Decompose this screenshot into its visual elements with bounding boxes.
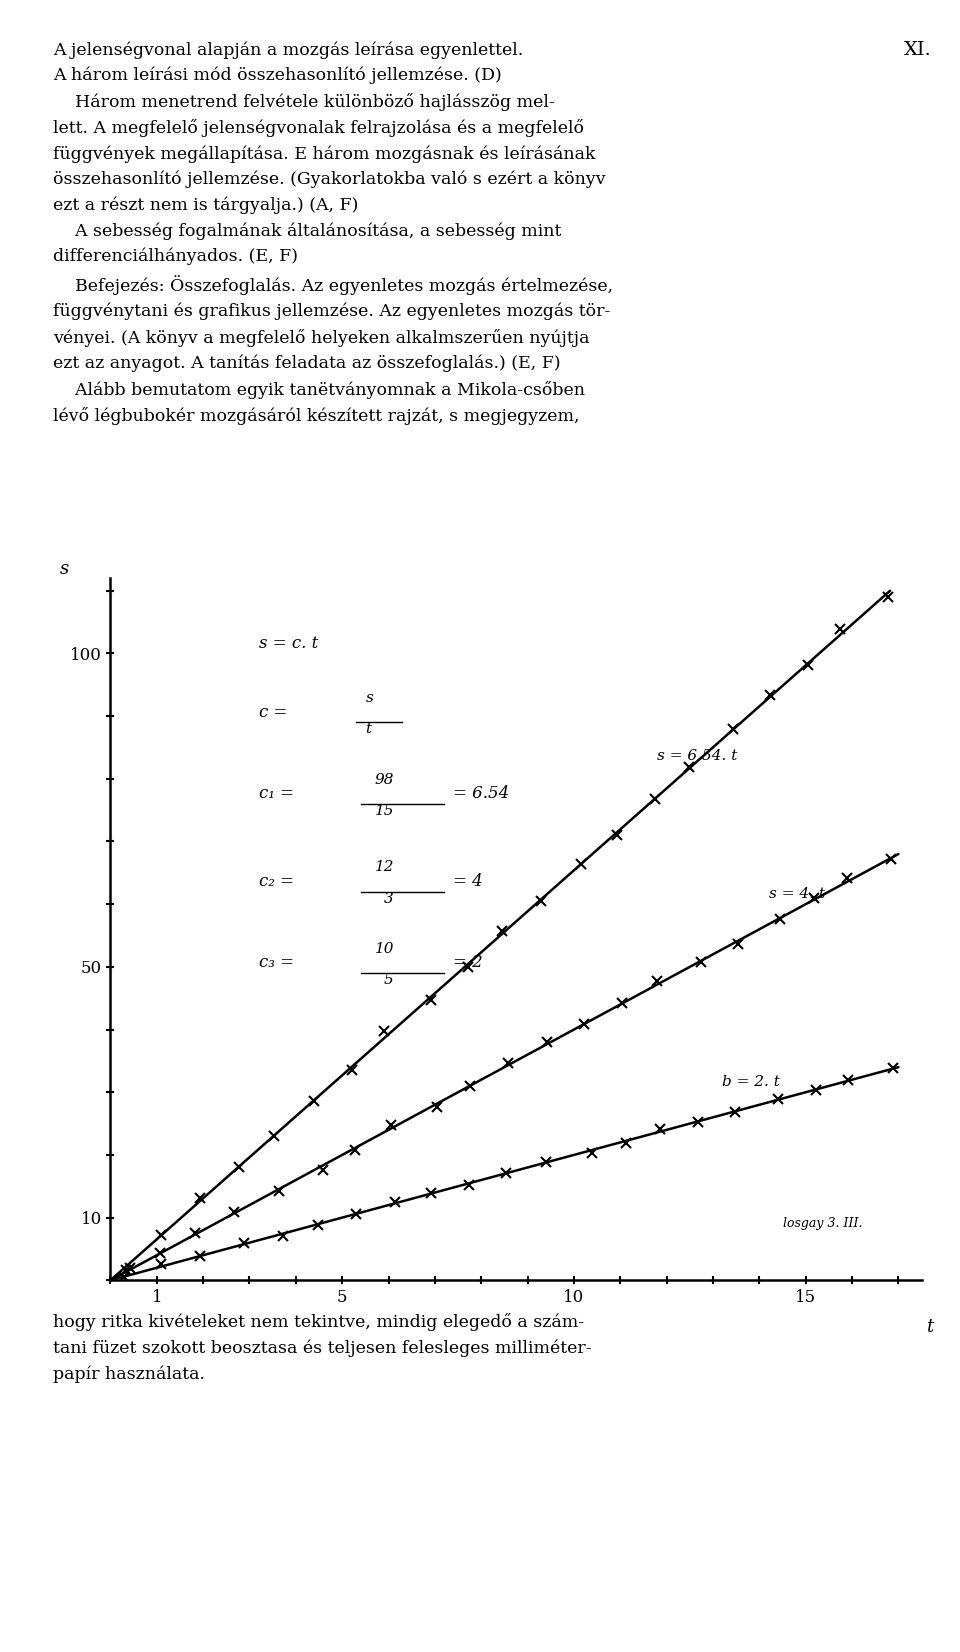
- Text: t: t: [926, 1318, 933, 1336]
- Text: losgay 3. III.: losgay 3. III.: [782, 1218, 862, 1231]
- Text: c₃ =: c₃ =: [259, 955, 294, 971]
- Text: s = 4. t: s = 4. t: [769, 887, 825, 900]
- Text: 15: 15: [374, 805, 395, 818]
- Text: t: t: [366, 722, 372, 737]
- Text: 3: 3: [384, 892, 394, 905]
- Text: 10: 10: [374, 942, 395, 957]
- Text: c₁ =: c₁ =: [259, 785, 294, 803]
- Text: 5: 5: [384, 973, 394, 988]
- Text: hogy ritka kivételeket nem tekintve, mindig elegedő a szám-
tani füzet szokott b: hogy ritka kivételeket nem tekintve, min…: [53, 1313, 591, 1383]
- Text: 12: 12: [374, 861, 395, 874]
- Text: A jelenségvonal alapján a mozgás leírása egyenlettel.
A három leírási mód összeh: A jelenségvonal alapján a mozgás leírása…: [53, 41, 612, 425]
- Text: = 6.54: = 6.54: [453, 785, 510, 803]
- Text: s: s: [366, 691, 373, 705]
- Text: s: s: [60, 560, 69, 578]
- Text: c₂ =: c₂ =: [259, 872, 294, 890]
- Text: 98: 98: [374, 773, 395, 786]
- Text: XI.: XI.: [903, 41, 931, 59]
- Text: c =: c =: [259, 704, 287, 720]
- Text: = 2: = 2: [453, 955, 483, 971]
- Text: s = c. t: s = c. t: [259, 634, 318, 651]
- Text: = 4: = 4: [453, 872, 483, 890]
- Text: s = 6.54. t: s = 6.54. t: [658, 748, 737, 763]
- Text: b = 2. t: b = 2. t: [722, 1075, 780, 1089]
